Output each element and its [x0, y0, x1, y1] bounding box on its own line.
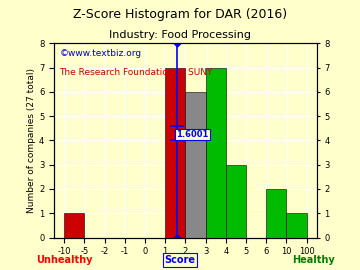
Bar	[226, 165, 246, 238]
Text: ©www.textbiz.org: ©www.textbiz.org	[59, 49, 141, 58]
Text: Score: Score	[165, 255, 195, 265]
Text: Healthy: Healthy	[292, 255, 335, 265]
Bar	[206, 68, 226, 238]
Text: The Research Foundation of SUNY: The Research Foundation of SUNY	[59, 69, 213, 77]
Text: Z-Score Histogram for DAR (2016): Z-Score Histogram for DAR (2016)	[73, 8, 287, 21]
Bar	[266, 189, 287, 238]
Text: Unhealthy: Unhealthy	[36, 255, 93, 265]
Bar	[64, 213, 84, 238]
Bar	[165, 68, 185, 238]
Y-axis label: Number of companies (27 total): Number of companies (27 total)	[27, 68, 36, 213]
Text: Industry: Food Processing: Industry: Food Processing	[109, 30, 251, 40]
Bar	[287, 213, 307, 238]
Bar	[185, 92, 206, 238]
Text: 1.6001: 1.6001	[176, 130, 209, 139]
